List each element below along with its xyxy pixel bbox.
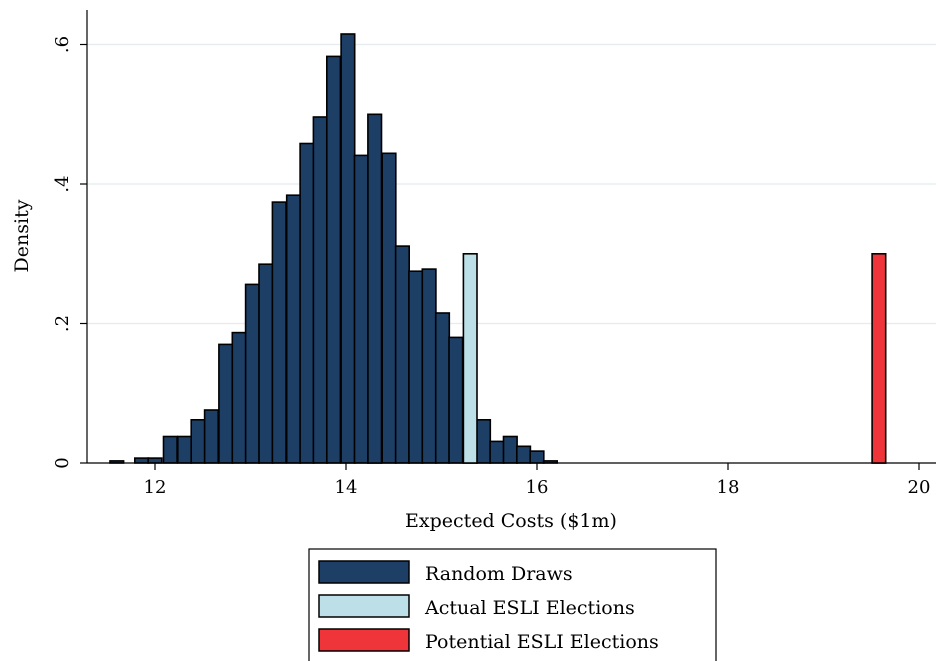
x-axis-title: Expected Costs ($1m) bbox=[405, 510, 617, 532]
bar bbox=[448, 336, 464, 464]
x-tick-label: 20 bbox=[908, 477, 931, 498]
legend-swatch-random-draws bbox=[318, 560, 410, 584]
bar bbox=[325, 55, 342, 464]
y-tick-label: 0 bbox=[52, 457, 73, 468]
bar bbox=[244, 283, 261, 464]
bar bbox=[190, 418, 206, 464]
bar bbox=[462, 253, 478, 464]
x-tick-label: 16 bbox=[526, 477, 549, 498]
legend-label-actual-esli: Actual ESLI Elections bbox=[424, 597, 635, 619]
bar bbox=[421, 268, 437, 464]
bar bbox=[434, 312, 451, 464]
bar bbox=[177, 435, 193, 464]
bar bbox=[299, 142, 315, 464]
x-tick-label: 12 bbox=[144, 477, 167, 498]
bar bbox=[489, 440, 505, 464]
x-tick-label: 14 bbox=[335, 477, 358, 498]
bar bbox=[502, 435, 518, 464]
legend-swatch-actual-esli bbox=[318, 594, 410, 618]
bar bbox=[475, 418, 492, 464]
bar bbox=[285, 194, 302, 464]
bar bbox=[367, 113, 383, 464]
bar bbox=[203, 409, 220, 464]
bar bbox=[231, 331, 247, 464]
bar bbox=[408, 270, 424, 464]
gridlines bbox=[87, 43, 936, 325]
ticks: 12 14 16 18 20 0 .2 .4 .6 bbox=[52, 36, 930, 498]
bar bbox=[871, 253, 887, 464]
axes bbox=[86, 10, 936, 464]
bar bbox=[340, 33, 356, 464]
bar bbox=[271, 201, 287, 464]
y-tick-label: .4 bbox=[52, 175, 73, 192]
bar bbox=[134, 457, 150, 464]
bar bbox=[147, 457, 163, 464]
legend: Random Draws Actual ESLI Elections Poten… bbox=[308, 548, 717, 661]
legend-label-random-draws: Random Draws bbox=[425, 563, 573, 585]
x-tick-label: 18 bbox=[717, 477, 740, 498]
bar bbox=[381, 152, 397, 464]
legend-swatch-potential-esli bbox=[318, 628, 410, 652]
bar bbox=[258, 263, 274, 464]
y-tick-label: .2 bbox=[52, 315, 73, 332]
bar bbox=[312, 116, 328, 464]
bars bbox=[109, 33, 887, 464]
bar bbox=[529, 450, 545, 464]
bar bbox=[394, 245, 411, 464]
y-axis-title: Density bbox=[11, 199, 33, 272]
bar bbox=[162, 435, 178, 464]
bar bbox=[353, 154, 369, 464]
y-tick-label: .6 bbox=[52, 36, 73, 53]
bar bbox=[218, 343, 234, 464]
legend-label-potential-esli: Potential ESLI Elections bbox=[425, 631, 659, 653]
bar bbox=[515, 445, 532, 464]
